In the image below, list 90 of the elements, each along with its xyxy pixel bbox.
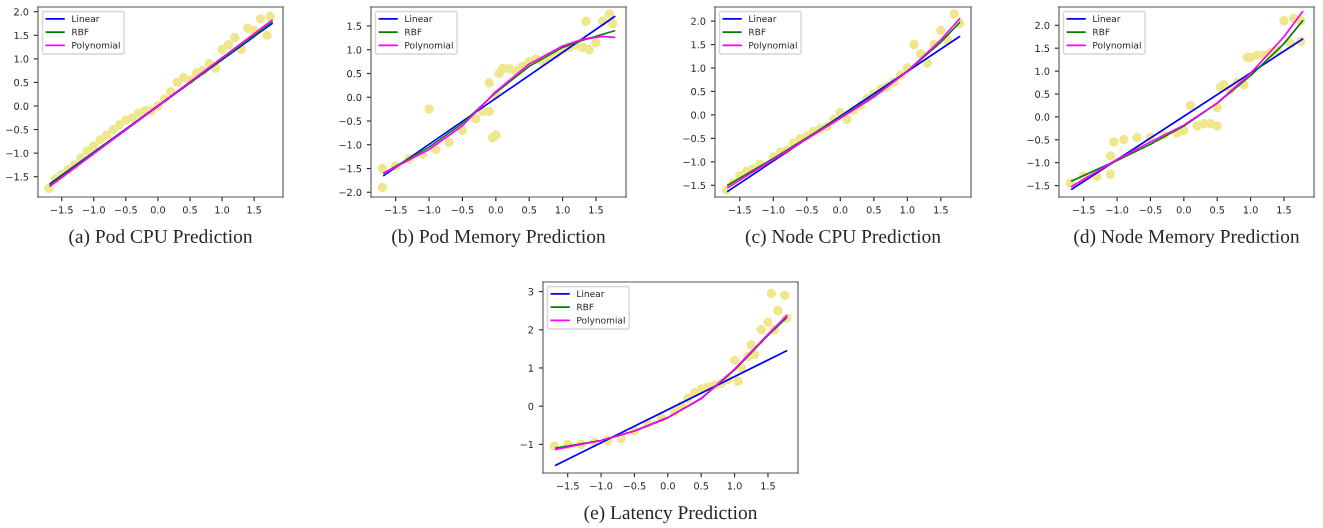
y-tick-label: 2.0	[1035, 21, 1050, 30]
legend-label: Linear	[405, 15, 433, 23]
text: (c) Node CPU Prediction	[745, 229, 941, 247]
x-tick-label: −1.0	[418, 206, 441, 214]
y-tick-label: −1.0	[1027, 159, 1050, 167]
y-tick-label: 1.0	[14, 55, 29, 63]
x-tick-label: 1.0	[900, 206, 915, 214]
y-tick-label: 2.0	[691, 17, 706, 25]
legend-label: Polynomial	[405, 41, 453, 51]
x-tick-label: 1.0	[727, 482, 742, 490]
x-tick-label: 1.5	[589, 206, 603, 214]
y-tick-label: −1.0	[6, 149, 29, 157]
y-tick-label: −0.5	[683, 134, 706, 143]
x-tick-label: −0.5	[796, 206, 818, 214]
x-tick-label: −1.5	[384, 206, 407, 214]
x-tick-label: 1.5	[247, 206, 262, 214]
y-tick-label: −1.0	[339, 141, 362, 149]
x-tick-label: 1.0	[1243, 206, 1258, 214]
y-tick-label: 0.5	[14, 78, 29, 87]
x-tick-label: −1.0	[1106, 206, 1129, 214]
x-tick-label: −1.0	[590, 482, 613, 490]
x-tick-label: −1.5	[1072, 206, 1095, 214]
text: (d) Node Memory Prediction	[1074, 229, 1300, 247]
text: (a) Pod CPU Prediction	[69, 229, 253, 247]
y-tick-label: −1.5	[1027, 182, 1050, 190]
y-tick-label: 3	[528, 288, 534, 296]
x-tick-label: 0.5	[866, 206, 881, 214]
y-tick-label: 0.0	[14, 102, 29, 110]
legend-label: Polynomial	[577, 316, 625, 326]
y-tick-label: 0.0	[347, 93, 362, 102]
legend-label: Polynomial	[749, 41, 797, 51]
x-tick-label: 0.0	[660, 482, 675, 490]
y-tick-label: −1	[520, 440, 534, 449]
legend-label: RBF	[405, 28, 422, 36]
legend-label: RBF	[577, 303, 594, 311]
y-tick-label: 2	[528, 326, 533, 334]
y-tick-label: −0.5	[6, 126, 29, 134]
x-tick-label: 0.0	[1176, 206, 1191, 214]
text: (b) Pod Memory Prediction	[392, 229, 606, 247]
legend-label: Linear	[749, 15, 777, 23]
y-tick-label: 2.0	[14, 8, 29, 16]
y-tick-label: 0.5	[1035, 90, 1050, 98]
y-tick-label: 0.0	[691, 111, 706, 119]
y-tick-label: 1.5	[14, 31, 29, 40]
y-tick-label: −0.5	[339, 117, 362, 125]
y-tick-label: 1	[528, 364, 534, 372]
y-tick-label: 0.5	[347, 69, 362, 78]
x-tick-label: 0.0	[488, 206, 503, 214]
x-tick-label: −0.5	[1139, 206, 1162, 214]
y-tick-label: −1.5	[339, 165, 362, 173]
x-tick-label: −0.5	[623, 482, 646, 490]
legend-label: Polynomial	[1093, 41, 1141, 51]
x-tick-label: 0.0	[150, 206, 166, 214]
x-tick-label: 1.5	[1277, 206, 1291, 214]
x-tick-label: −1.0	[83, 206, 105, 214]
x-tick-label: −1.0	[762, 206, 785, 214]
legend-label: RBF	[1093, 28, 1110, 36]
x-tick-label: 1.5	[761, 482, 775, 490]
y-tick-label: 1.5	[1035, 44, 1050, 53]
y-tick-label: −1.5	[6, 173, 29, 181]
x-tick-label: −1.5	[729, 206, 751, 214]
y-tick-label: 1.0	[691, 64, 706, 72]
x-tick-label: 1.0	[555, 206, 570, 214]
legend-label: RBF	[72, 28, 89, 36]
x-tick-label: 0.5	[182, 206, 197, 214]
legend-label: Linear	[1093, 15, 1121, 23]
y-tick-label: 1.0	[1035, 67, 1050, 75]
y-tick-label: 1.0	[347, 46, 362, 54]
legend-label: Linear	[72, 15, 100, 23]
y-tick-label: −1.0	[683, 158, 706, 166]
y-tick-label: 1.5	[347, 22, 362, 30]
text: (e) Latency Prediction	[584, 505, 758, 524]
legend-label: Linear	[577, 290, 605, 298]
x-tick-label: −0.5	[451, 206, 474, 214]
legend-label: RBF	[749, 28, 766, 36]
y-tick-label: −0.5	[1027, 136, 1050, 144]
y-tick-label: −1.5	[683, 181, 706, 190]
x-tick-label: −0.5	[115, 206, 137, 214]
y-tick-label: 0.0	[1035, 113, 1050, 121]
x-tick-label: −1.5	[556, 482, 579, 490]
y-tick-label: 0.5	[691, 87, 706, 96]
y-tick-label: 0	[528, 402, 534, 410]
x-tick-label: 0.0	[833, 206, 848, 214]
x-tick-label: 1.5	[934, 206, 948, 214]
legend-label: Polynomial	[72, 41, 120, 51]
x-tick-label: −1.5	[50, 206, 73, 214]
x-tick-label: 1.0	[215, 206, 230, 214]
y-tick-label: −2.0	[339, 188, 362, 197]
x-tick-label: 0.5	[1210, 206, 1225, 214]
y-tick-label: 1.5	[691, 41, 706, 49]
